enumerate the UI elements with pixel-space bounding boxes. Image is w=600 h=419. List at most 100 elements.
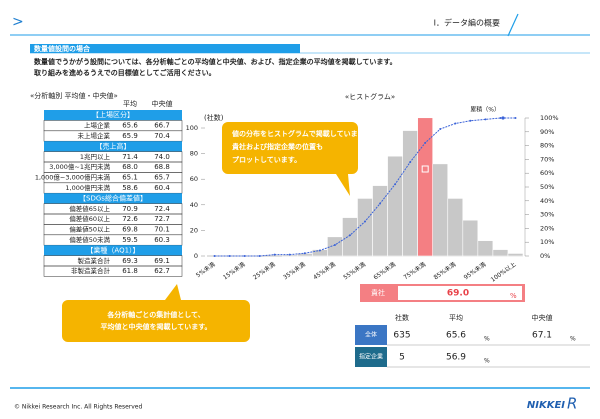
summary-label-cell [355,325,387,345]
legend-marker [501,116,505,120]
company-value: 69.0 [447,289,469,299]
row-label: 偏差値50未満 [69,235,110,244]
bar [492,249,509,257]
row-label: 非製造業合計 [71,266,111,275]
row-label: 未上場企業 [78,131,111,140]
cell-value: 72.6 [122,215,138,223]
bar [432,163,449,257]
cell-value: 72.4 [154,205,170,213]
row-label: 偏差値65以上 [69,204,110,213]
cumulative-point [258,255,261,257]
summary-value: 5 [399,353,405,363]
cumulative-point [333,243,336,246]
y2-tick-label: 70% [540,155,554,163]
cell-value: 60.3 [154,236,170,244]
company-unit: % [510,292,517,300]
summary-header: 社数 [395,313,409,322]
x-tick-label: 45%未満 [312,260,337,281]
y2-tick-label: 90% [540,128,554,136]
y2-tick-label: 30% [540,211,554,219]
row-label: 3,000億~1兆円未満 [49,162,110,171]
summary-header: 中央値 [532,313,553,322]
y2-tick-label: 40% [540,197,554,205]
cumulative-point [409,161,412,164]
row-label: 偏差値60以上 [69,214,110,223]
summary-unit: % [484,358,490,365]
y-tick-label: 60 [190,175,198,183]
row-cell [43,265,183,277]
cell-value: 74.0 [154,153,170,161]
summary-unit: % [570,336,576,343]
cell-value: 65.6 [122,122,138,130]
cell-value: 65.7 [154,174,170,182]
x-tick-label: 25%未満 [251,260,276,281]
row-label: 偏差値50以上 [69,225,110,234]
y-tick-label: 40 [190,201,198,209]
group-header: 【上場区分】 [92,110,134,119]
bar [477,240,494,257]
x-tick-label: 75%未満 [402,260,427,281]
group-header: 【売上高】 [96,141,131,150]
callout-text: プロットしています。 [232,155,301,164]
group-header-cell [44,193,182,204]
y-tick-label: 0 [194,252,198,260]
y2-tick-label: 50% [540,183,554,191]
x-tick-label: 55%未満 [342,260,367,281]
x-tick-label: 5%未満 [194,260,216,279]
callout-box [222,122,358,196]
legend-label: 累積（%） [470,106,500,114]
callout-text: 値の分布をヒストグラムで掲載しています。 [231,129,371,138]
x-tick-label: 15%未満 [221,260,246,281]
x-tick-label: 85%未満 [432,260,457,281]
company-value-box [398,286,522,300]
cell-value: 70.4 [154,132,170,140]
cell-value: 68.8 [154,163,170,171]
cumulative-point [469,119,472,122]
callout-text: 各分析軸ごとの集計値として、 [106,310,204,319]
table-title: «分析軸別 平均値・中央値» [30,91,118,100]
summary-value: 67.1 [532,331,552,341]
cell-value: 70.1 [154,226,170,234]
cell-value: 70.9 [122,205,138,213]
y2-tick-label: 20% [540,224,554,232]
summary-label: 全体 [365,331,377,339]
group-header: 【業種（AQ1）】 [86,245,139,254]
bar [402,130,418,257]
cumulative-point [273,253,276,256]
y-tick-label: 80 [190,150,198,158]
bar [462,219,479,257]
y-tick-label: 20 [190,226,198,234]
group-header-cell [44,245,182,256]
group-header-cell [44,141,182,152]
bar [447,198,464,257]
cumulative-point [499,117,502,119]
cell-value: 59.5 [122,236,138,244]
bar [327,236,343,257]
cumulative-point [379,202,382,205]
row-label: 1兆円以上 [80,152,111,161]
cumulative-point [288,253,291,256]
summary-label-cell [355,347,387,367]
cell-value: 66.7 [154,122,170,130]
callout-text: 平均値と中央値を掲載しています。 [100,322,211,331]
summary-unit: % [484,336,490,343]
cumulative-point [439,128,442,131]
column-header: 平均 [123,99,137,108]
cell-value: 71.4 [122,153,138,161]
cumulative-point [318,249,321,252]
bar [357,198,373,257]
cumulative-point [213,255,216,257]
bar [387,155,403,257]
summary-value: 65.6 [446,331,466,341]
heading-bar [30,44,300,53]
chevron: > [12,14,24,30]
company-label: 貴社 [371,288,385,297]
row-label: 1,000億~3,000億円未満 [35,173,111,182]
logo: R [567,395,577,413]
cell-value: 68.0 [122,163,138,171]
heading: 数量値設問の場合 [34,44,91,53]
bar [342,217,358,257]
summary-value: 56.9 [446,353,466,363]
cumulative-point [484,118,487,121]
